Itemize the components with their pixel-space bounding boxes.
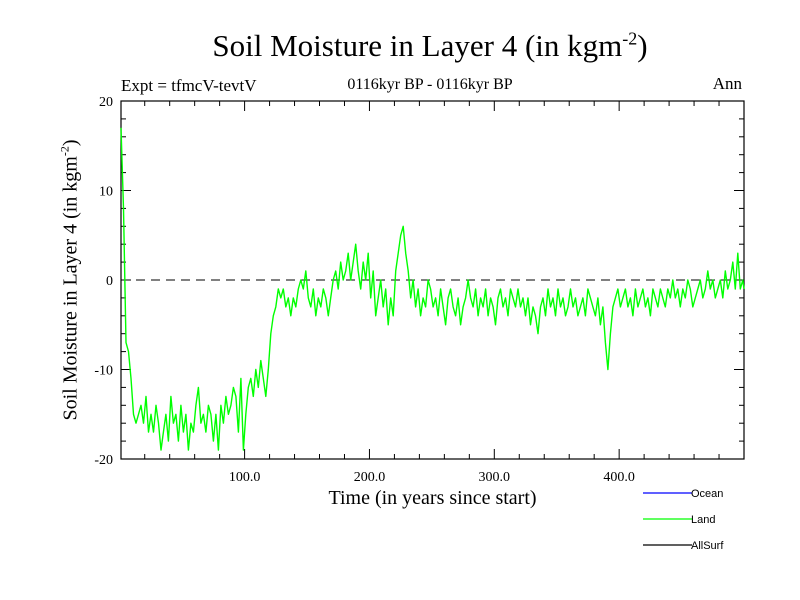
series-group bbox=[120, 127, 745, 451]
x-tick-label: 200.0 bbox=[354, 470, 386, 485]
experiment-label: Expt = tfmcV-tevtV bbox=[121, 76, 257, 95]
x-tick-label: 300.0 bbox=[479, 470, 511, 485]
chart-subtitle: 0116kyr BP - 0116kyr BP bbox=[347, 76, 513, 93]
y-tick-label: 10 bbox=[99, 185, 113, 200]
y-tick-labels: -20 -10 0 10 20 bbox=[94, 95, 113, 468]
y-tick-label: 0 bbox=[106, 274, 113, 289]
x-tick-label: 400.0 bbox=[603, 470, 635, 485]
legend-label-ocean: Ocean bbox=[691, 488, 723, 500]
series-line-land bbox=[120, 127, 745, 451]
legend-label-land: Land bbox=[691, 514, 715, 526]
legend-label-allsurf: AllSurf bbox=[691, 540, 724, 552]
x-tick-labels: 100.0 200.0 300.0 400.0 bbox=[229, 470, 635, 485]
chart-title: Soil Moisture in Layer 4 (in kgm-2) bbox=[212, 28, 648, 63]
legend: Ocean Land AllSurf bbox=[643, 488, 724, 552]
y-tick-label: -20 bbox=[94, 453, 113, 468]
x-axis-label: Time (in years since start) bbox=[328, 487, 537, 509]
y-tick-label: -10 bbox=[94, 364, 113, 379]
y-axis-label: Soil Moisture in Layer 4 (in kgm-2) bbox=[57, 139, 82, 421]
y-tick-label: 20 bbox=[99, 95, 113, 110]
season-label: Ann bbox=[712, 74, 742, 93]
x-tick-label: 100.0 bbox=[229, 470, 261, 485]
